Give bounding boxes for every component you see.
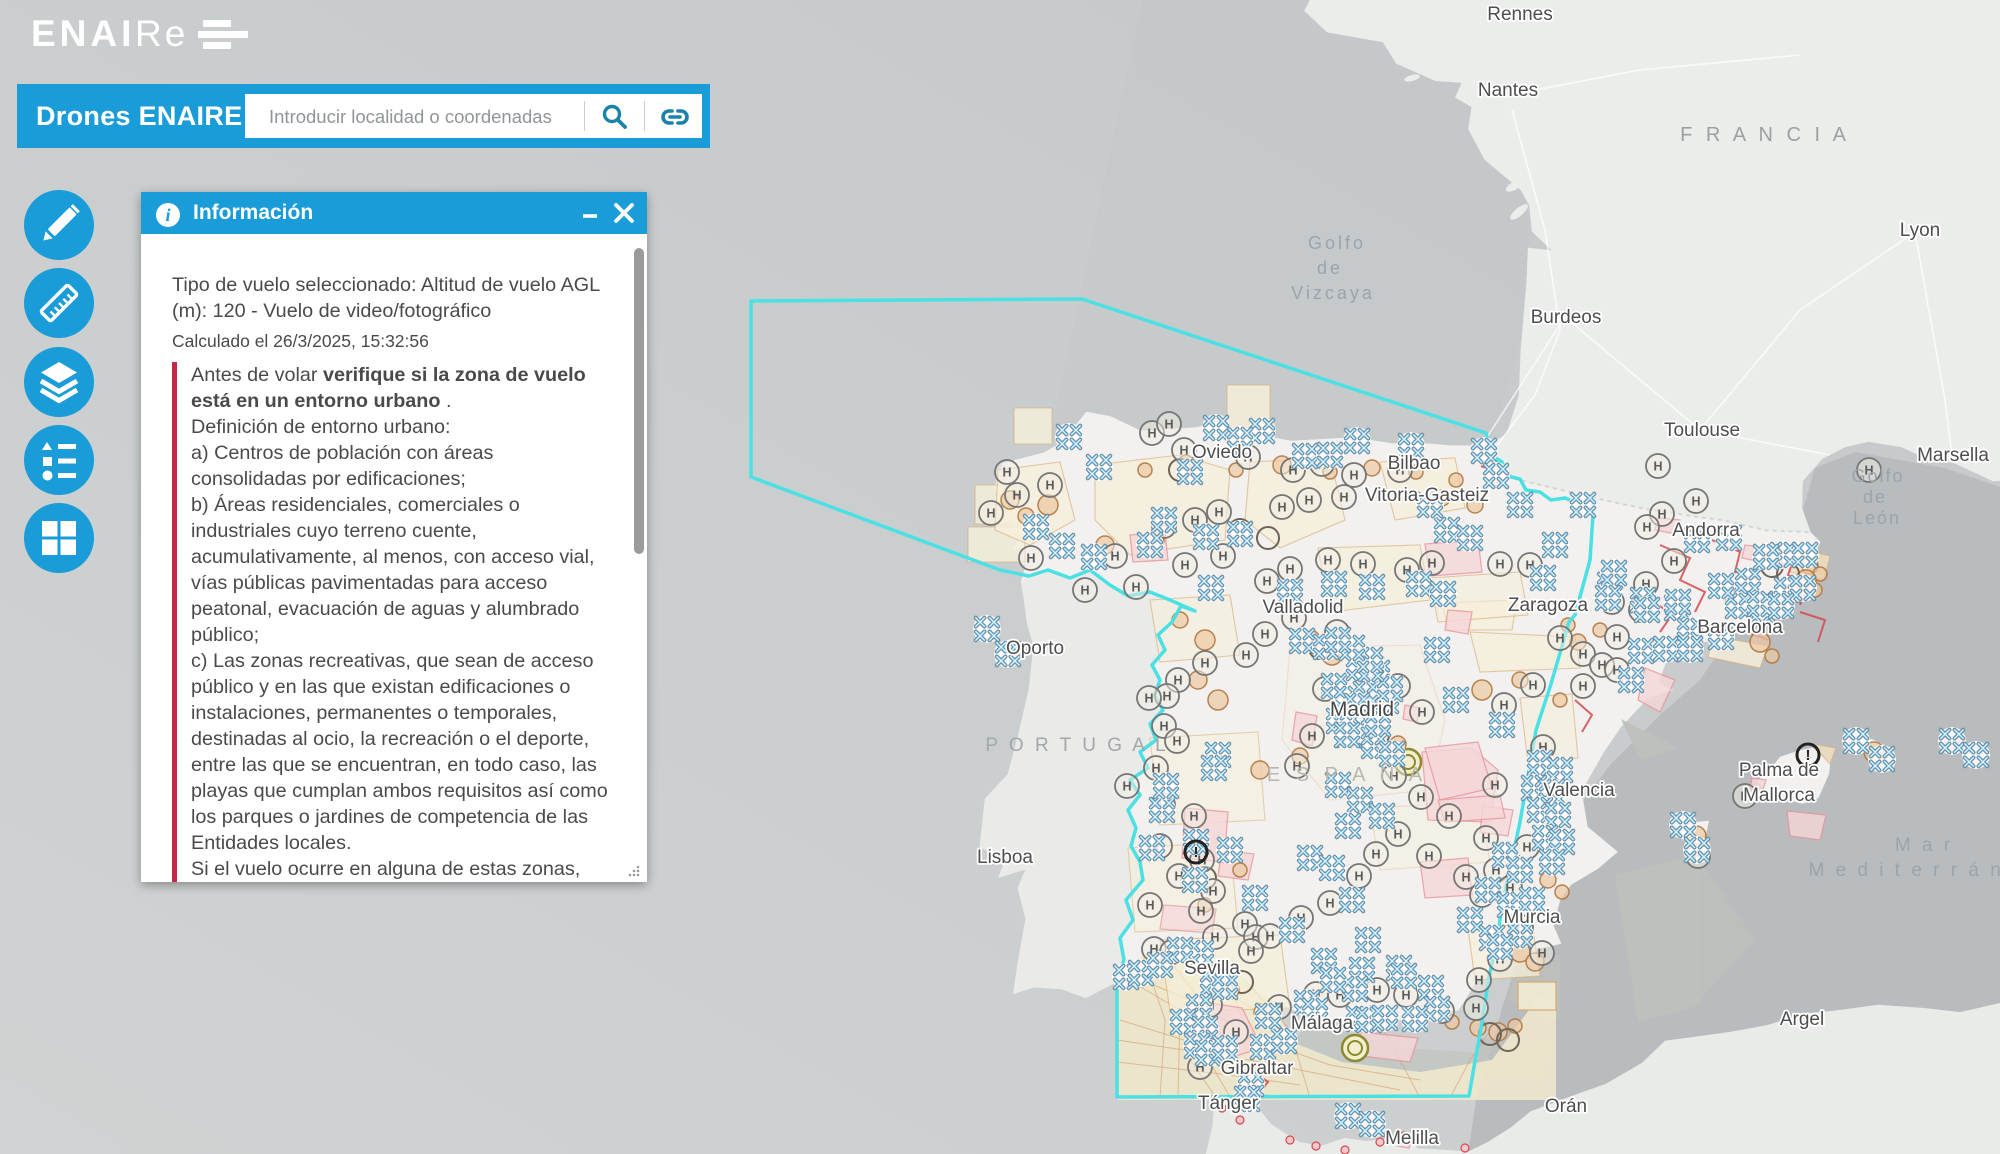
svg-text:Vizcaya: Vizcaya (1291, 283, 1375, 303)
svg-text:Oporto: Oporto (1006, 638, 1064, 659)
svg-text:Oviedo: Oviedo (1192, 442, 1252, 463)
svg-text:Re: Re (135, 13, 188, 54)
svg-text:de: de (1317, 258, 1343, 278)
svg-text:F R A N C I A: F R A N C I A (1680, 124, 1850, 146)
svg-text:Golfo: Golfo (1308, 233, 1366, 253)
svg-text:Valencia: Valencia (1543, 780, 1615, 801)
svg-text:Rennes: Rennes (1487, 4, 1553, 25)
svg-text:Murcia: Murcia (1503, 907, 1560, 928)
svg-text:Mallorca: Mallorca (1743, 785, 1815, 806)
svg-text:Málaga: Málaga (1291, 1013, 1354, 1034)
svg-text:Madrid: Madrid (1330, 698, 1394, 721)
svg-text:ENAI: ENAI (31, 13, 135, 54)
svg-text:Golfo: Golfo (1851, 466, 1904, 486)
svg-text:Burdeos: Burdeos (1531, 307, 1602, 328)
svg-text:i: i (165, 205, 170, 225)
svg-text:Barcelona: Barcelona (1697, 617, 1783, 638)
svg-text:Gibraltar: Gibraltar (1221, 1058, 1295, 1079)
svg-text:Valladolid: Valladolid (1263, 597, 1344, 618)
svg-text:E S P A Ñ A: E S P A Ñ A (1267, 762, 1427, 786)
svg-text:Orán: Orán (1545, 1096, 1587, 1117)
svg-text:de: de (1863, 487, 1887, 507)
svg-text:Melilla: Melilla (1385, 1128, 1439, 1149)
svg-text:M a r: M a r (1895, 835, 1953, 856)
svg-text:Zaragoza: Zaragoza (1508, 595, 1589, 616)
svg-text:Nantes: Nantes (1478, 80, 1538, 101)
svg-text:Tánger: Tánger (1198, 1093, 1259, 1114)
svg-text:Andorra: Andorra (1672, 520, 1740, 541)
svg-text:!: ! (1194, 844, 1199, 861)
svg-text:Palma de: Palma de (1739, 760, 1819, 781)
svg-text:Bilbao: Bilbao (1388, 453, 1441, 474)
svg-text:Lisboa: Lisboa (977, 847, 1033, 868)
svg-text:Lyon: Lyon (1900, 220, 1941, 241)
svg-text:León: León (1853, 508, 1901, 528)
svg-text:Vitoria-Gasteiz: Vitoria-Gasteiz (1365, 485, 1489, 506)
svg-text:Argel: Argel (1780, 1009, 1824, 1030)
svg-text:!: ! (1806, 747, 1811, 764)
svg-text:P O R T U G A L: P O R T U G A L (985, 735, 1168, 756)
svg-text:Marsella: Marsella (1917, 445, 1989, 466)
svg-text:Toulouse: Toulouse (1664, 420, 1740, 441)
svg-text:M e d i t e r r á n e o: M e d i t e r r á n e o (1808, 860, 2000, 881)
svg-text:Sevilla: Sevilla (1184, 958, 1240, 979)
